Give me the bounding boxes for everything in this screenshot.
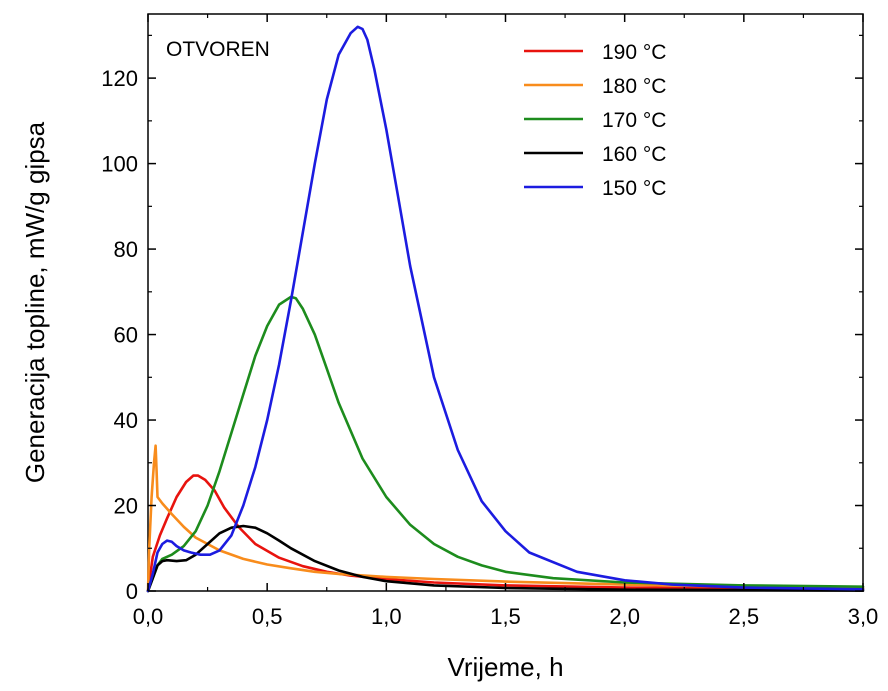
x-tick-label: 3,0 (848, 604, 879, 629)
x-tick-label: 1,0 (371, 604, 402, 629)
series-line-4 (146, 25, 865, 593)
y-tick-label: 80 (114, 237, 138, 262)
y-tick-label: 60 (114, 323, 138, 348)
legend-label: 180 °C (602, 75, 666, 98)
y-axis-title: Generacija topline, mW/g gipsa (20, 121, 50, 483)
series-line-0 (146, 474, 865, 593)
x-axis-ticks: 0,0 0,5 1,0 1,5 2,0 2,5 3,0 (133, 14, 879, 629)
x-tick-label: 0,5 (252, 604, 283, 629)
legend: 190 °C 180 °C 170 °C 160 °C 150 °C (524, 41, 666, 200)
x-tick-label: 0,0 (133, 604, 164, 629)
x-axis-title: Vrijeme, h (447, 652, 563, 682)
series-line-2 (146, 295, 865, 593)
x-tick-label: 1,5 (490, 604, 521, 629)
x-tick-label: 2,5 (729, 604, 760, 629)
legend-label: 190 °C (602, 41, 666, 64)
x-tick-label: 2,0 (609, 604, 640, 629)
y-tick-label: 40 (114, 408, 138, 433)
y-tick-label: 100 (101, 152, 138, 177)
y-axis-ticks: 0 20 40 60 80 100 120 (101, 34, 863, 604)
legend-label: 160 °C (602, 143, 666, 166)
y-tick-label: 20 (114, 494, 138, 519)
legend-label: 150 °C (602, 177, 666, 200)
plot-frame (147, 13, 864, 592)
y-tick-label: 0 (126, 579, 138, 604)
legend-label: 170 °C (602, 109, 666, 132)
y-tick-label: 120 (101, 66, 138, 91)
series-layer (146, 25, 865, 593)
series-line-3 (146, 524, 865, 593)
annotation-label: OTVOREN (166, 38, 270, 61)
